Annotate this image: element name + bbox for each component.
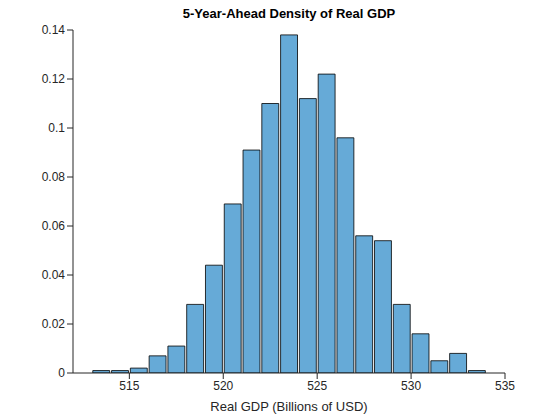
svg-text:Real GDP (Billions of USD): Real GDP (Billions of USD)	[210, 399, 367, 414]
svg-text:0.1: 0.1	[48, 121, 65, 135]
svg-text:0.04: 0.04	[42, 268, 66, 282]
svg-text:0.14: 0.14	[42, 23, 66, 37]
svg-text:515: 515	[119, 379, 139, 393]
svg-text:0.08: 0.08	[42, 170, 66, 184]
svg-text:0: 0	[58, 366, 65, 380]
svg-text:535: 535	[495, 379, 515, 393]
svg-text:0.06: 0.06	[42, 219, 66, 233]
svg-text:0.12: 0.12	[42, 72, 66, 86]
svg-text:525: 525	[307, 379, 327, 393]
svg-text:0.02: 0.02	[42, 317, 66, 331]
svg-text:530: 530	[401, 379, 421, 393]
html-text:5-Year-Ahead Density of Real G: 5-Year-Ahead Density of Real GDP	[182, 6, 396, 21]
svg-text:520: 520	[213, 379, 233, 393]
